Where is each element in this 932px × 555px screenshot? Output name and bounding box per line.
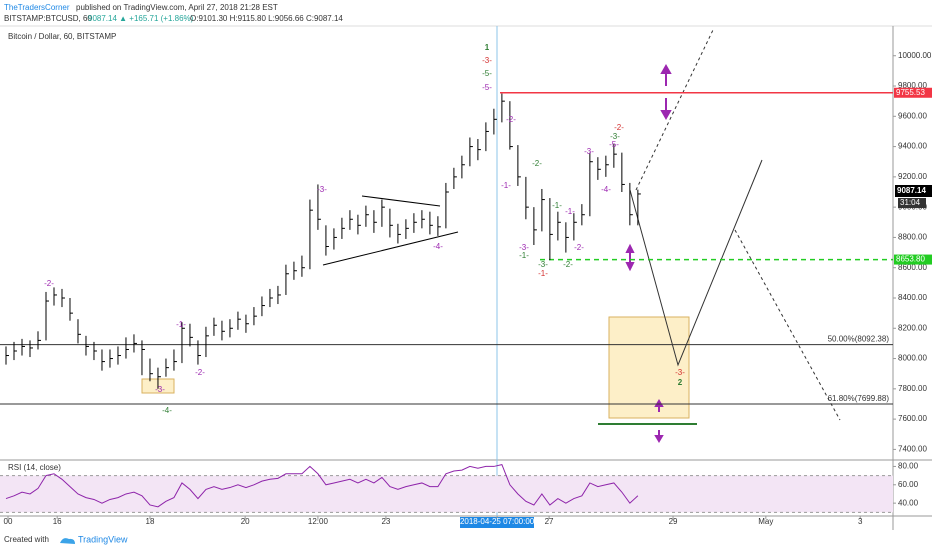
y-tick-label: 8800.00 xyxy=(898,233,927,242)
wave-label: -2- xyxy=(614,123,624,132)
y-tick-label: 7400.00 xyxy=(898,445,927,454)
wave-label: -1- xyxy=(501,181,511,190)
y-tick-label: 8000.00 xyxy=(898,354,927,363)
x-tick-label: 00 xyxy=(4,517,13,526)
wave-label: -2- xyxy=(506,115,516,124)
y-tick-label: 8600.00 xyxy=(898,263,927,272)
quote: 9087.14 ▲ +165.71 (+1.86%) xyxy=(88,14,194,23)
y-tick-label: 40.00 xyxy=(898,498,919,507)
y-tick-label: 7800.00 xyxy=(898,384,927,393)
y-tick-label: 9600.00 xyxy=(898,111,927,120)
wave-label: -1- xyxy=(176,320,186,329)
countdown-bg xyxy=(898,198,926,208)
level-label: 50.00%(8092.38) xyxy=(828,335,890,344)
logo xyxy=(60,538,75,544)
wave-label: -3- xyxy=(584,147,594,156)
symbol: BITSTAMP:BTCUSD, 60 xyxy=(4,14,92,23)
x-tick-label: 2018-04-25 07:00:00 xyxy=(460,517,535,526)
x-tick-label: 18 xyxy=(146,517,155,526)
y-tick-label: 9000.00 xyxy=(898,202,927,211)
x-tick-label: 27 xyxy=(545,517,554,526)
last-price: 9087.14 xyxy=(897,186,926,195)
wave-label: -2- xyxy=(195,368,205,377)
ohlc: O:9101.30 H:9115.80 L:9056.66 C:9087.14 xyxy=(190,14,343,23)
crosshair-label-bg xyxy=(460,517,534,528)
wave-label: -3- xyxy=(155,385,165,394)
wave-label: -5- xyxy=(609,140,619,149)
arrows xyxy=(625,63,672,443)
wave-label: -5- xyxy=(482,83,492,92)
wave-label: -4- xyxy=(162,406,172,415)
wave-label: -1- xyxy=(519,251,529,260)
y-tick-label: 80.00 xyxy=(898,462,919,471)
target-box xyxy=(608,316,690,419)
wave-label: -4- xyxy=(601,185,611,194)
wave-label: 1 xyxy=(485,43,490,52)
rsi-line xyxy=(5,464,639,508)
y-tick-label: 8200.00 xyxy=(898,323,927,332)
created-with: Created with xyxy=(4,535,49,544)
author: TheTradersCorner xyxy=(4,3,70,12)
y-tick-label: 8400.00 xyxy=(898,293,927,302)
projection xyxy=(629,159,763,367)
brand[interactable]: TradingView xyxy=(78,534,128,544)
wave-label: -3- xyxy=(519,243,529,252)
wave-label: -1- xyxy=(565,207,575,216)
x-tick-label: May xyxy=(758,517,773,526)
level-label: 9755.53 xyxy=(896,88,925,97)
wave-label: -4- xyxy=(433,242,443,251)
x-tick-label: 3 xyxy=(858,517,863,526)
level-label-bg xyxy=(894,254,932,265)
x-tick-label: 23 xyxy=(381,517,390,526)
y-tick-label: 9200.00 xyxy=(898,172,927,181)
level-label: 8653.80 xyxy=(896,255,925,264)
triangle-top xyxy=(361,195,441,207)
wave-label: -2- xyxy=(563,260,573,269)
countdown: 31:04 xyxy=(900,198,921,207)
level-label: 61.80%(7699.88) xyxy=(828,394,890,403)
y-tick-label: 10000.00 xyxy=(898,51,932,60)
wave-label: -1- xyxy=(552,201,562,210)
wave-label: -2- xyxy=(532,159,542,168)
last-price-bg xyxy=(895,185,932,197)
y-tick-label: 7600.00 xyxy=(898,414,927,423)
chart-title: Bitcoin / Dollar, 60, BITSTAMP xyxy=(8,32,116,41)
projection-alt xyxy=(734,229,841,421)
wave-label: -1- xyxy=(538,269,548,278)
wave-label: 2 xyxy=(678,378,683,387)
wave-label: -3- xyxy=(538,260,548,269)
x-tick-label: 20 xyxy=(241,517,250,526)
wave-label: -3- xyxy=(317,185,327,194)
x-tick-label: 29 xyxy=(669,517,678,526)
wave-label: -3- xyxy=(675,368,685,377)
x-tick-label: 16 xyxy=(53,517,62,526)
y-tick-label: 9800.00 xyxy=(898,81,927,90)
published: published on TradingView.com, April 27, … xyxy=(76,3,278,12)
wave-label: -5- xyxy=(482,69,492,78)
x-tick-label: 12:00 xyxy=(308,517,329,526)
wave-label: -2- xyxy=(44,279,54,288)
rsi-band xyxy=(0,475,893,513)
wave-label: -3- xyxy=(610,132,620,141)
triangle-bottom xyxy=(322,231,459,266)
y-tick-label: 9400.00 xyxy=(898,142,927,151)
wave-label: -3- xyxy=(482,56,492,65)
pane-title: RSI (14, close) xyxy=(8,463,61,472)
level-label-bg xyxy=(894,87,932,98)
y-tick-label: 60.00 xyxy=(898,480,919,489)
wave-label: -2- xyxy=(574,243,584,252)
